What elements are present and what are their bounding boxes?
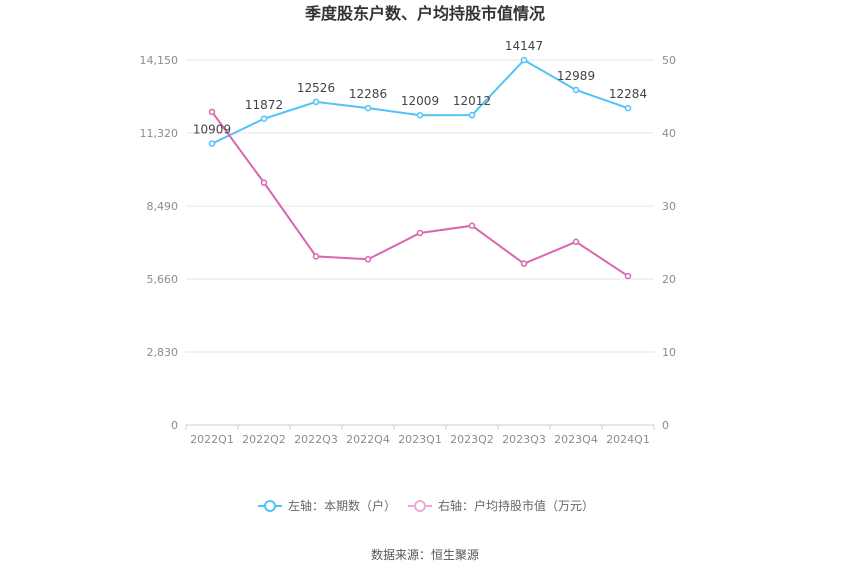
grid-lines [186,59,654,353]
data-label: 12009 [401,94,439,108]
data-point [260,179,268,186]
left-axis-tick-label: 11,320 [140,127,179,140]
data-label: 12286 [349,87,387,101]
left-axis-tick-label: 2,830 [147,346,179,359]
data-point [468,222,476,229]
data-labels: 10909 11872 12526 12286 12009 12012 14147 12989… [193,39,647,137]
data-point [260,115,268,123]
legend-item-left-series[interactable]: 左轴：本期数（户） [258,498,396,513]
x-axis-tick-label: 2022Q1 [190,433,234,446]
data-label: 12989 [557,69,595,83]
chart-title: 季度股东户数、户均持股市值情况 [304,4,545,23]
data-label: 11872 [245,98,283,112]
left-axis-tick-label: 14,150 [140,54,179,67]
data-point [520,56,528,64]
legend: 左轴：本期数（户） 右轴：户均持股市值（万元） [258,498,594,513]
data-point [572,86,580,94]
data-point [572,238,580,246]
left-axis-tick-label: 0 [171,419,178,432]
data-point [364,104,372,112]
x-axis-tick-label: 2023Q2 [450,433,494,446]
left-axis-tick-label: 8,490 [147,200,179,213]
legend-marker-right-series [414,500,426,512]
data-label: 12012 [453,94,491,108]
data-point [208,140,216,147]
x-axis-tick-label: 2023Q3 [502,433,546,446]
data-point [312,253,320,260]
data-label: 14147 [505,39,543,53]
legend-label-right-series: 右轴：户均持股市值（万元） [438,498,594,513]
right-axis-tick-label: 50 [662,54,676,67]
data-point [468,111,476,119]
data-point [624,272,632,280]
data-point [364,256,372,263]
axes: 0 2,830 5,660 8,490 11,320 14,150 0 10 20 30 40 50 2… [140,54,677,446]
legend-marker-left-series [264,500,276,512]
x-axis-tick-label: 2024Q1 [606,433,650,446]
x-axis-tick-label: 2023Q4 [554,433,598,446]
series-line-right [211,111,629,277]
data-label: 10909 [193,123,231,137]
x-axis-tick-label: 2022Q4 [346,433,390,446]
data-point [520,260,528,267]
left-axis-tick-label: 5,660 [147,273,179,286]
right-axis-tick-label: 20 [662,273,676,286]
right-axis-tick-label: 30 [662,200,676,213]
data-label: 12526 [297,81,335,95]
data-point [624,104,632,112]
legend-label-left-series: 左轴：本期数（户） [288,498,396,513]
x-axis-tick-label: 2023Q1 [398,433,442,446]
x-axis-tick-label: 2022Q3 [294,433,338,446]
data-label: 12284 [609,87,647,101]
right-axis-tick-label: 10 [662,346,676,359]
x-axis-tick-label: 2022Q2 [242,433,286,446]
legend-item-right-series[interactable]: 右轴：户均持股市值（万元） [408,498,594,513]
data-point [416,111,424,119]
data-point [416,229,424,237]
series [208,56,632,280]
right-axis-tick-label: 0 [662,419,669,432]
data-point [208,108,216,116]
right-axis-tick-label: 40 [662,127,676,140]
data-point [312,98,320,106]
source-note: 数据来源：恒生聚源 [371,547,479,562]
